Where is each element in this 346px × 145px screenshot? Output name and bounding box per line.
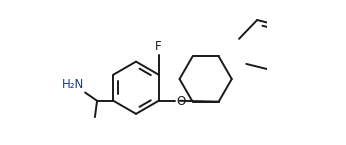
Text: H₂N: H₂N (62, 78, 84, 91)
Text: O: O (176, 95, 185, 108)
Text: F: F (155, 40, 162, 53)
